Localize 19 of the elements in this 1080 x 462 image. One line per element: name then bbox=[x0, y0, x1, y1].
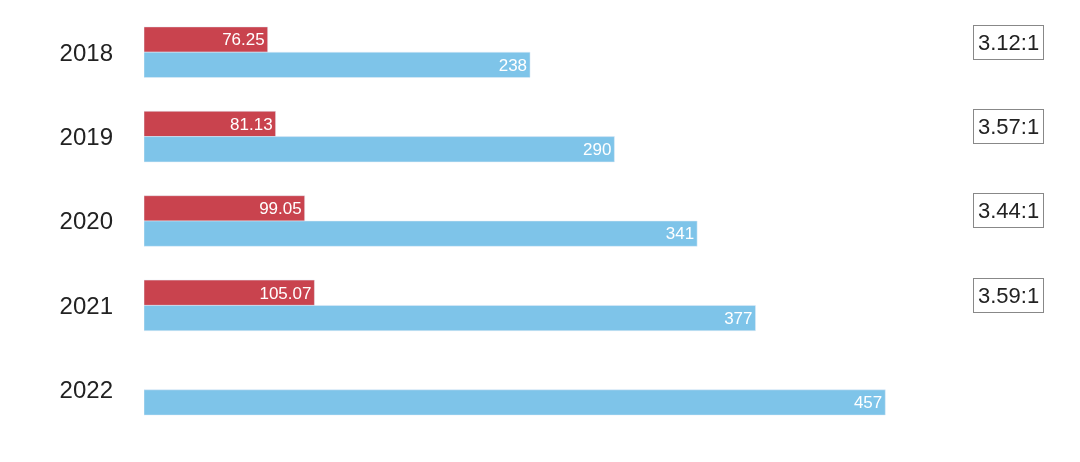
data-label: 377 bbox=[724, 308, 753, 328]
text: 3.44:1 bbox=[978, 198, 1040, 223]
data-label: 238 bbox=[498, 55, 528, 75]
data-label: 81.13 bbox=[230, 114, 273, 134]
data-label: 99.05 bbox=[259, 199, 302, 219]
text: 3.12:1 bbox=[978, 30, 1040, 55]
y-tick-label: 2022 bbox=[59, 376, 113, 404]
data-label: 341 bbox=[665, 224, 695, 244]
data-label: 457 bbox=[853, 393, 883, 413]
data-label: 290 bbox=[583, 140, 612, 160]
bar bbox=[144, 389, 886, 416]
data-label: 105.07 bbox=[259, 283, 312, 303]
text: 3.57:1 bbox=[978, 114, 1040, 139]
y-tick-label: 2021 bbox=[59, 291, 113, 319]
data-label: 76.25 bbox=[222, 30, 265, 50]
y-tick-label: 2019 bbox=[59, 123, 113, 150]
y-tick-label: 2020 bbox=[59, 207, 113, 235]
y-tick-label: 2018 bbox=[59, 38, 113, 66]
text: 3.59:1 bbox=[978, 283, 1040, 308]
